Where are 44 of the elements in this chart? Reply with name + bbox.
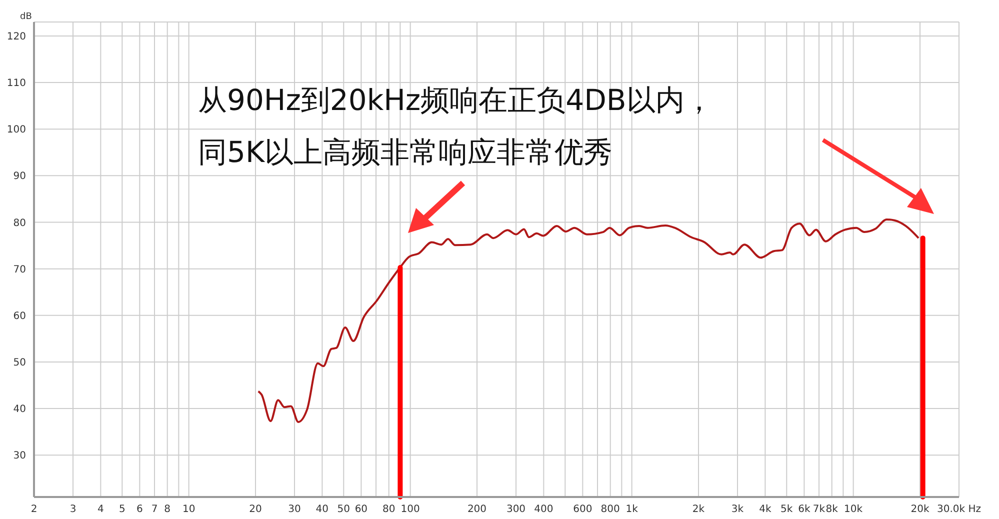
y-tick-label: 100 — [6, 124, 26, 136]
y-tick-label: 80 — [13, 218, 26, 229]
x-tick-label: 2k — [692, 504, 705, 516]
x-tick-label: 4k — [759, 504, 772, 516]
y-tick-label: 70 — [13, 264, 26, 276]
x-tick-label: 8k — [826, 504, 838, 516]
x-tick-label: 7k — [812, 504, 826, 516]
x-tick-label: 20k — [910, 504, 930, 516]
annotation: 同5K以上高频非常响应非常优秀 — [198, 134, 614, 171]
x-tick-label: 6k — [798, 504, 810, 516]
x-tick-label: 60 — [354, 504, 368, 516]
x-tick-label: 10 — [182, 504, 196, 516]
x-tick-label: 20 — [249, 504, 262, 516]
x-tick-label: 1k — [626, 504, 638, 516]
y-tick-label: 90 — [13, 171, 26, 182]
x-tick-label: 80 — [382, 504, 396, 516]
annotation: 从90Hz到20kHz频响在正负4DB以内， — [198, 82, 714, 119]
x-tick-label: 5 — [118, 504, 126, 516]
y-tick-label: 30 — [13, 450, 26, 462]
x-tick-label: 5k — [780, 504, 793, 516]
x-tick-label: 300 — [506, 504, 526, 516]
x-tick-label: 400 — [534, 504, 554, 516]
x-tick-label: 6 — [136, 504, 143, 516]
y-axis-title: dB — [20, 12, 32, 22]
x-tick-label: 100 — [400, 504, 420, 516]
x-tick-label: 2 — [30, 504, 38, 516]
x-tick-label: 3k — [731, 504, 744, 516]
y-tick-label: 120 — [6, 32, 26, 43]
x-tick-label: 200 — [467, 504, 487, 516]
x-tick-label: 800 — [600, 504, 620, 516]
y-tick-label: 40 — [13, 404, 26, 416]
y-tick-label: 60 — [13, 310, 26, 322]
x-tick-label: 7 — [151, 504, 158, 516]
x-tick-label: 4 — [97, 504, 104, 516]
x-tick-label: 50 — [337, 504, 350, 516]
x-tick-label: 3 — [70, 504, 76, 516]
y-tick-label: 110 — [6, 78, 26, 90]
x-tick-label: 600 — [573, 504, 592, 516]
x-tick-label: 10k — [844, 504, 863, 516]
x-tick-label: 40 — [316, 504, 329, 516]
x-tick-label: 30.0k Hz — [936, 504, 982, 516]
x-tick-label: 8 — [164, 504, 171, 516]
y-tick-label: 50 — [13, 358, 26, 368]
x-tick-label: 30 — [288, 504, 301, 516]
